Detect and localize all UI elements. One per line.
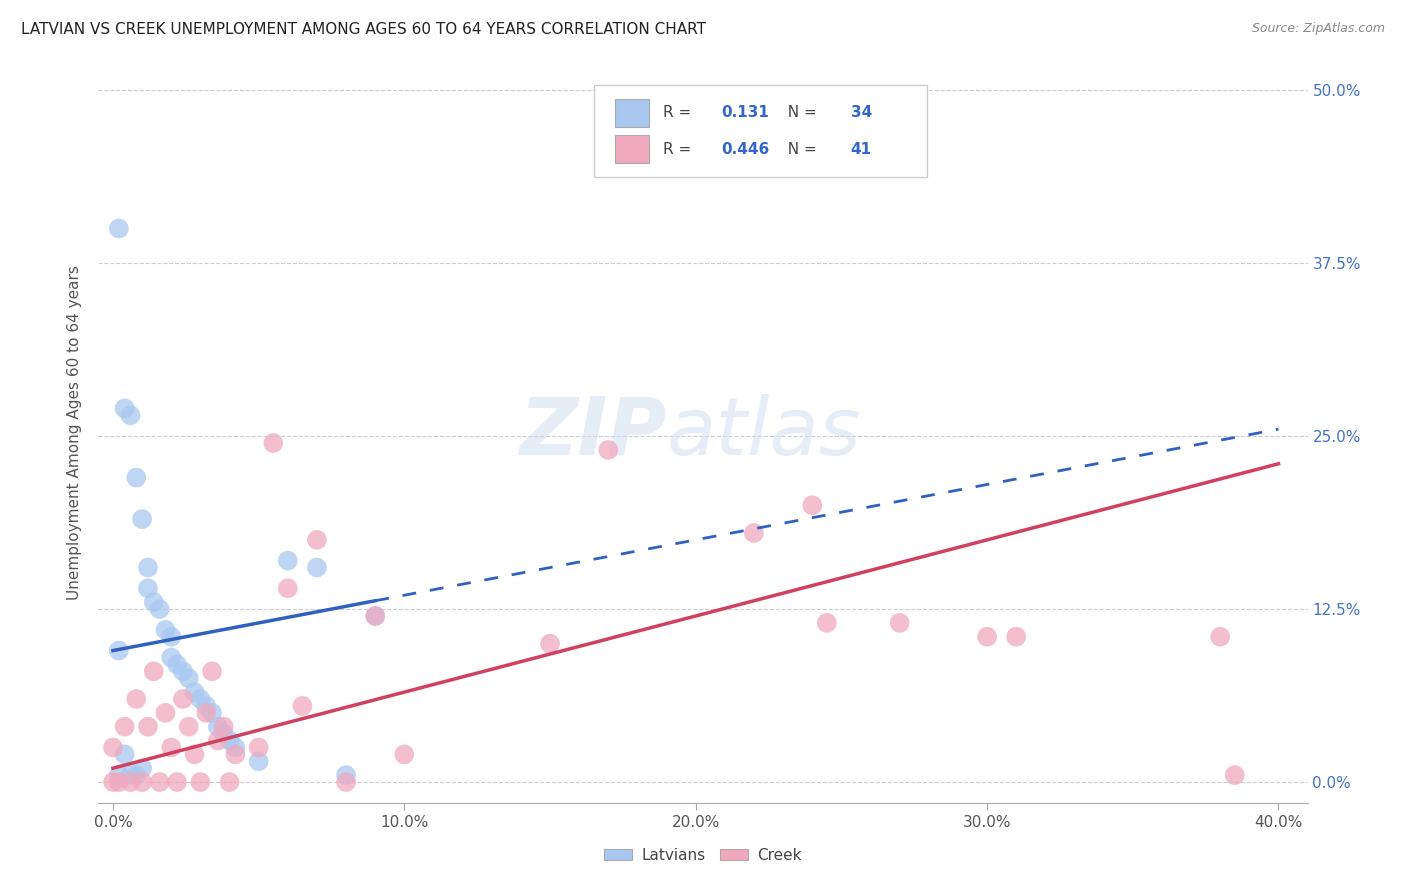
Text: N =: N = xyxy=(778,142,821,157)
Text: 0.131: 0.131 xyxy=(721,105,769,120)
Point xyxy=(101,775,124,789)
Text: R =: R = xyxy=(664,105,696,120)
Legend: Latvians, Creek: Latvians, Creek xyxy=(599,842,807,869)
Point xyxy=(1223,768,1246,782)
Point xyxy=(120,775,142,789)
Point xyxy=(277,582,299,596)
Point xyxy=(183,747,205,762)
FancyBboxPatch shape xyxy=(614,135,648,163)
FancyBboxPatch shape xyxy=(595,85,927,178)
Point xyxy=(277,554,299,568)
Point xyxy=(136,582,159,596)
Point xyxy=(183,685,205,699)
Point xyxy=(201,706,224,720)
Text: ZIP: ZIP xyxy=(519,393,666,472)
Point xyxy=(195,706,218,720)
Point xyxy=(155,706,177,720)
Point xyxy=(120,768,142,782)
Point xyxy=(742,525,765,540)
Point xyxy=(166,657,188,672)
Point xyxy=(131,761,153,775)
Point xyxy=(149,602,172,616)
Point xyxy=(172,692,194,706)
Y-axis label: Unemployment Among Ages 60 to 64 years: Unemployment Among Ages 60 to 64 years xyxy=(67,265,83,600)
Point xyxy=(224,747,246,762)
FancyBboxPatch shape xyxy=(614,99,648,127)
Point xyxy=(598,442,620,457)
Point xyxy=(177,720,200,734)
Point xyxy=(125,692,148,706)
Point xyxy=(335,775,357,789)
Point xyxy=(247,740,270,755)
Point xyxy=(114,720,136,734)
Point xyxy=(1005,630,1028,644)
Point xyxy=(218,775,240,789)
Point xyxy=(131,775,153,789)
Point xyxy=(142,595,165,609)
Point xyxy=(142,665,165,679)
Point xyxy=(136,560,159,574)
Point xyxy=(190,692,212,706)
Point xyxy=(1209,630,1232,644)
Point xyxy=(131,512,153,526)
Point xyxy=(335,768,357,782)
Point xyxy=(166,775,188,789)
Point xyxy=(120,409,142,423)
Point xyxy=(305,533,328,547)
Point xyxy=(889,615,911,630)
Point xyxy=(155,623,177,637)
Point xyxy=(218,733,240,747)
Point xyxy=(976,630,998,644)
Point xyxy=(291,698,314,713)
Point xyxy=(108,768,131,782)
Point xyxy=(305,560,328,574)
Point xyxy=(262,436,284,450)
Text: 34: 34 xyxy=(851,105,872,120)
Point xyxy=(125,768,148,782)
Point xyxy=(538,637,561,651)
Point xyxy=(114,747,136,762)
Text: LATVIAN VS CREEK UNEMPLOYMENT AMONG AGES 60 TO 64 YEARS CORRELATION CHART: LATVIAN VS CREEK UNEMPLOYMENT AMONG AGES… xyxy=(21,22,706,37)
Point xyxy=(160,740,183,755)
Point xyxy=(149,775,172,789)
Point xyxy=(201,665,224,679)
Point xyxy=(207,733,229,747)
Point xyxy=(125,470,148,484)
Point xyxy=(160,650,183,665)
Point xyxy=(801,498,824,512)
Text: N =: N = xyxy=(778,105,821,120)
Point xyxy=(190,775,212,789)
Point xyxy=(207,720,229,734)
Point xyxy=(212,720,235,734)
Point xyxy=(394,747,416,762)
Point xyxy=(247,754,270,768)
Point xyxy=(364,609,387,624)
Text: 41: 41 xyxy=(851,142,872,157)
Point xyxy=(815,615,838,630)
Point xyxy=(160,630,183,644)
Point xyxy=(177,671,200,685)
Point xyxy=(136,720,159,734)
Text: R =: R = xyxy=(664,142,696,157)
Point xyxy=(172,665,194,679)
Text: atlas: atlas xyxy=(666,393,862,472)
Point xyxy=(101,740,124,755)
Point xyxy=(108,221,131,235)
Point xyxy=(195,698,218,713)
Point xyxy=(108,775,131,789)
Text: 0.446: 0.446 xyxy=(721,142,769,157)
Point xyxy=(212,726,235,740)
Point xyxy=(364,609,387,624)
Point xyxy=(114,401,136,416)
Text: Source: ZipAtlas.com: Source: ZipAtlas.com xyxy=(1251,22,1385,36)
Point xyxy=(108,643,131,657)
Point xyxy=(224,740,246,755)
